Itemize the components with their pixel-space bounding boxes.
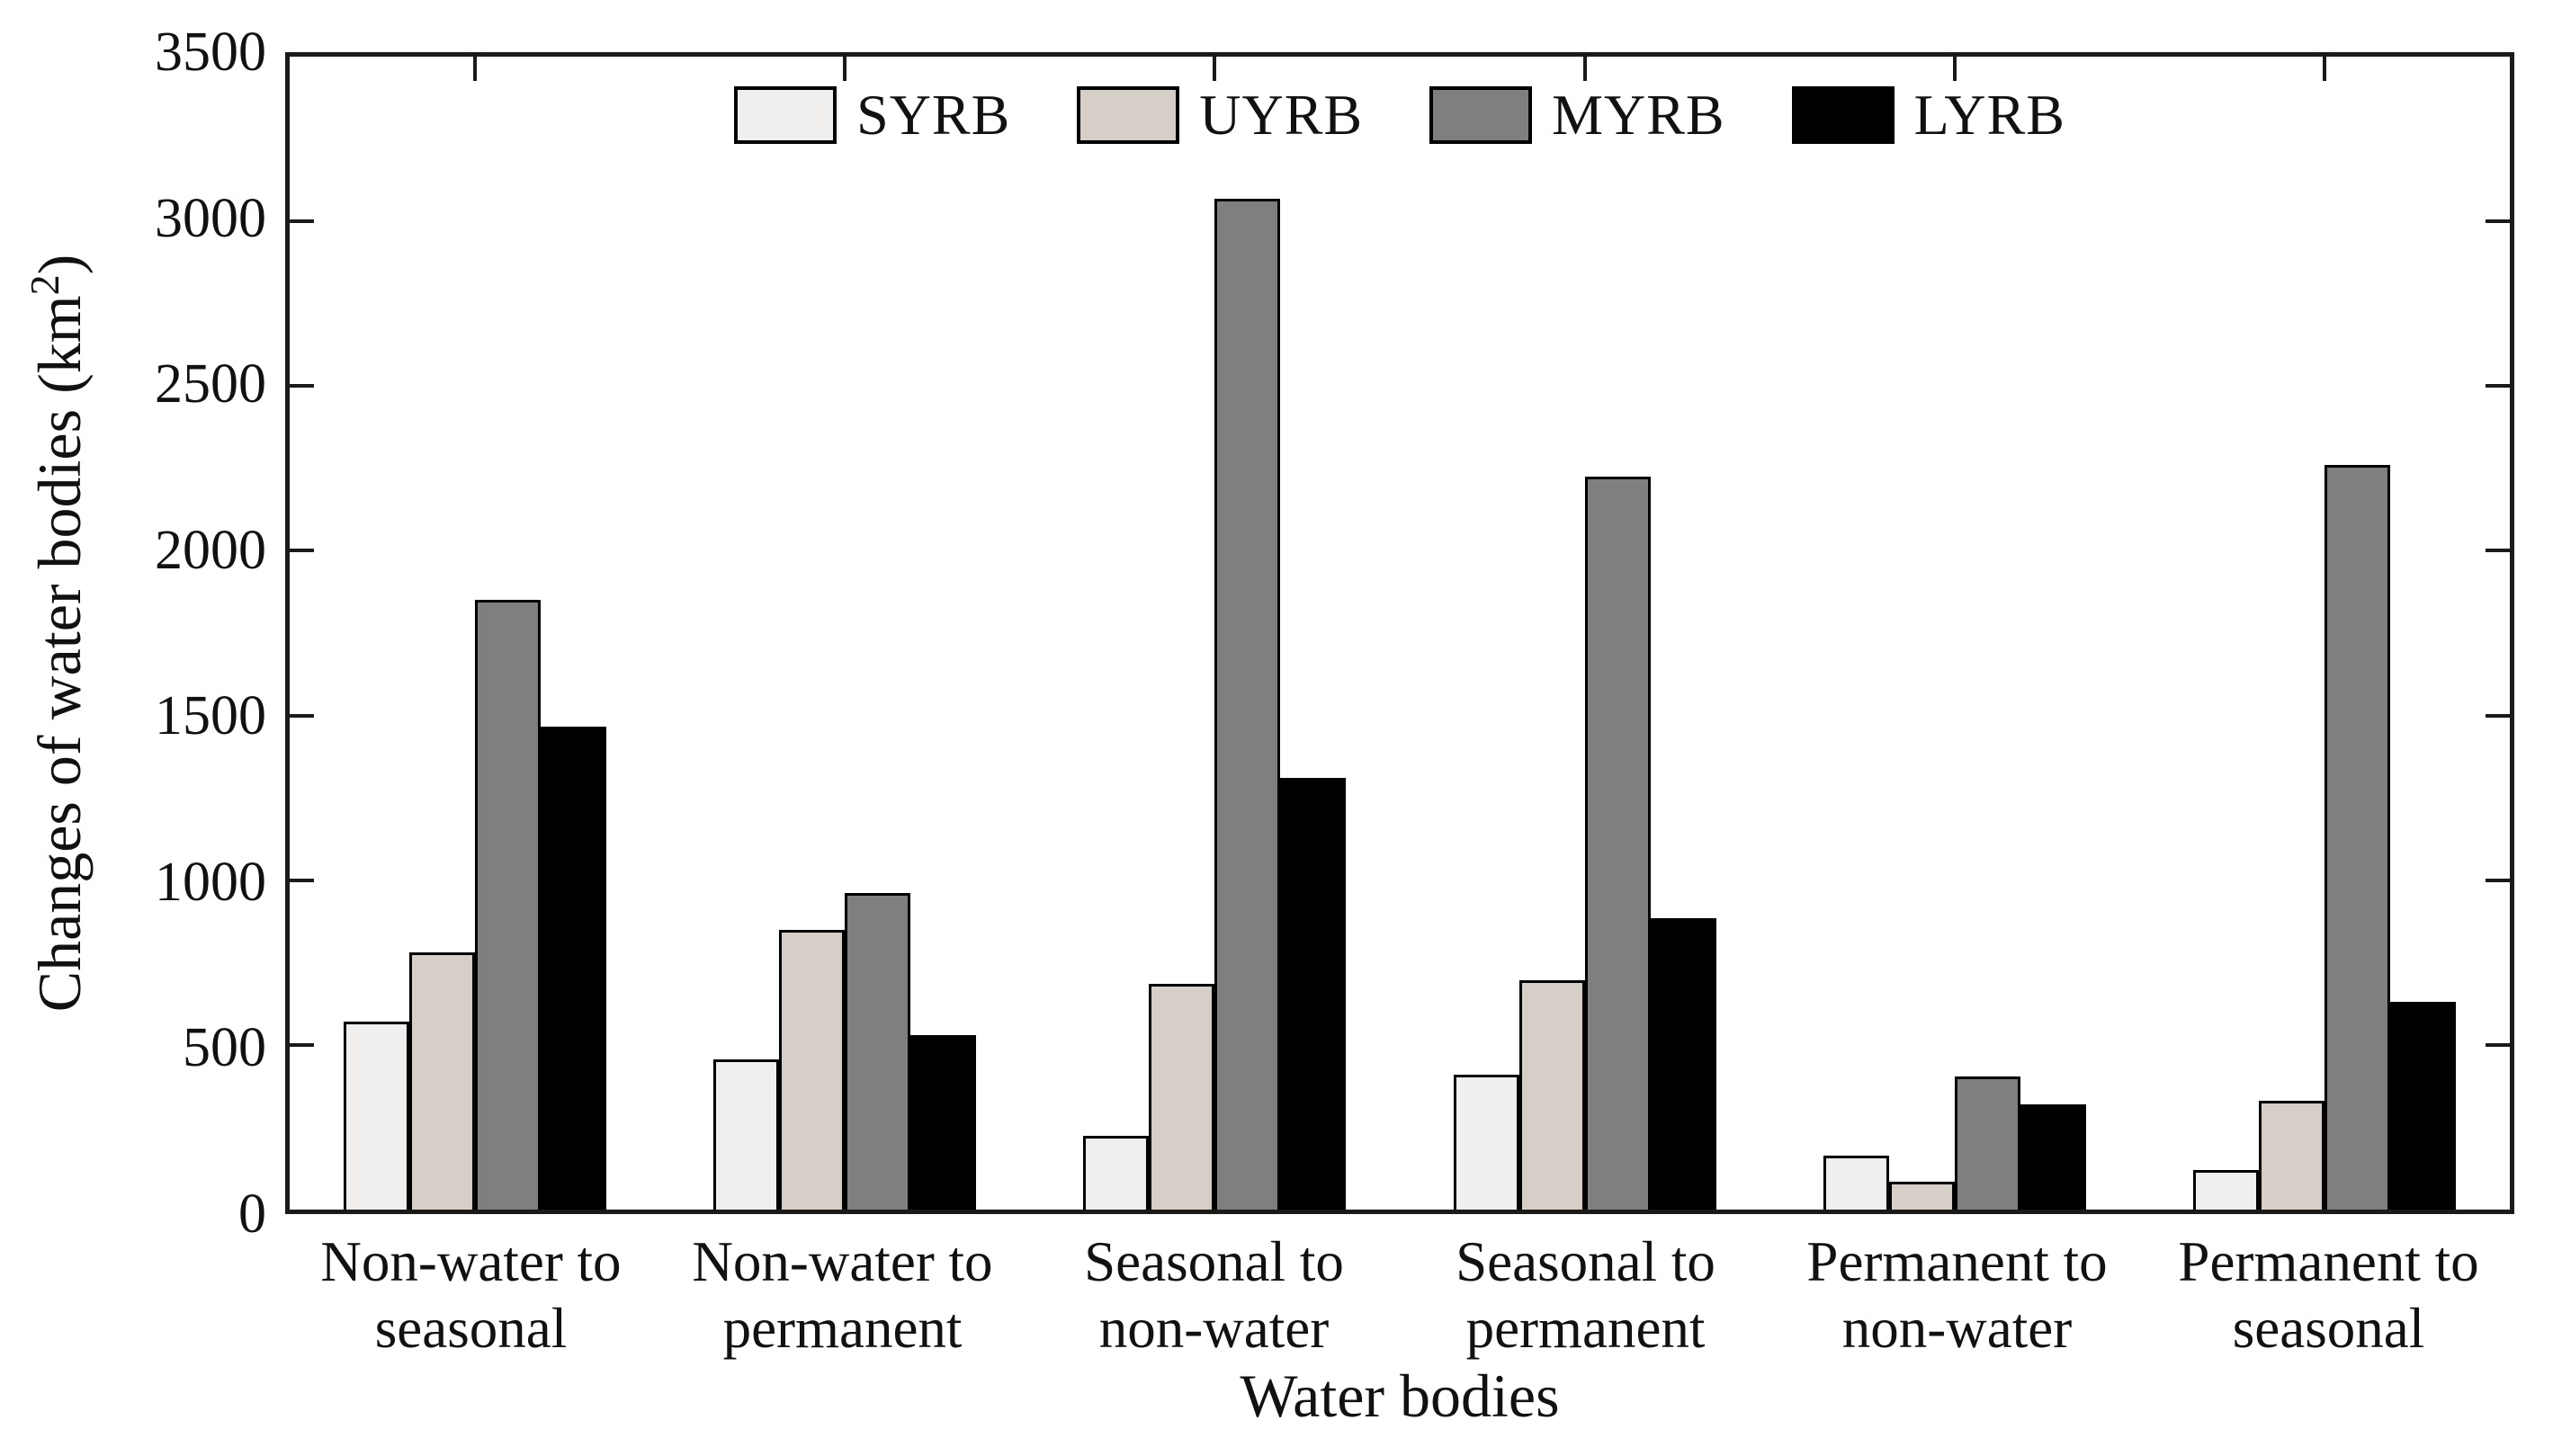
y-axis-title-suffix: ) — [24, 254, 94, 275]
bar-group — [1030, 57, 1400, 1210]
bar-group — [290, 57, 659, 1210]
x-category-label-line2: seasonal — [374, 1297, 568, 1360]
bar-uyrb — [1888, 1181, 1955, 1210]
bar-lyrb — [1280, 778, 1347, 1210]
x-category-label-line2: non-water — [1098, 1297, 1330, 1360]
x-category-label: Seasonal to non-water — [1028, 1228, 1400, 1362]
bar-lyrb — [2390, 1002, 2457, 1210]
legend-swatch-syrb — [734, 86, 838, 144]
bar-lyrb — [2020, 1103, 2087, 1210]
bar-lyrb — [540, 727, 606, 1210]
x-tick-mark — [1213, 57, 1217, 81]
x-category-label-line1: Non-water to — [692, 1230, 993, 1293]
y-tick-label: 2500 — [155, 353, 266, 415]
x-category-label: Seasonal to permanent — [1400, 1228, 1771, 1362]
y-tick-mark — [2486, 384, 2510, 389]
bar-syrb — [2193, 1170, 2260, 1210]
x-tick-mark — [1953, 57, 1957, 81]
bar-group — [1400, 57, 1769, 1210]
legend-item-myrb: MYRB — [1429, 86, 1725, 144]
plot-area — [285, 52, 2514, 1214]
bar-syrb — [712, 1059, 779, 1210]
y-tick-label: 3000 — [155, 187, 266, 249]
bar-cluster — [1453, 57, 1716, 1210]
legend-label-syrb: SYRB — [856, 83, 1011, 147]
legend-label-uyrb: UYRB — [1199, 83, 1364, 147]
bar-uyrb — [1518, 980, 1585, 1210]
y-tick-mark — [2486, 219, 2510, 224]
y-tick-mark — [2486, 1042, 2510, 1047]
bar-myrb — [845, 893, 911, 1210]
bar-cluster — [2193, 57, 2457, 1210]
legend-item-syrb: SYRB — [734, 86, 1010, 144]
bar-cluster — [712, 57, 977, 1210]
y-tick-mark — [290, 1042, 314, 1047]
legend-item-uyrb: UYRB — [1077, 86, 1363, 144]
bar-uyrb — [408, 952, 475, 1210]
y-tick-label: 3500 — [155, 22, 266, 83]
y-tick-mark — [2486, 549, 2510, 553]
x-tick-mark — [1582, 57, 1587, 81]
y-tick-label: 2000 — [155, 519, 266, 581]
bar-syrb — [343, 1022, 409, 1210]
y-tick-mark — [290, 878, 314, 882]
y-tick-label: 1000 — [155, 851, 266, 913]
bar-syrb — [1453, 1074, 1519, 1210]
bar-myrb — [1954, 1076, 2020, 1210]
x-category-label: Non-water to permanent — [657, 1228, 1028, 1362]
y-tick-label: 0 — [238, 1184, 266, 1245]
y-tick-mark — [2486, 878, 2510, 882]
x-category-label-line2: non-water — [1841, 1297, 2073, 1360]
bar-myrb — [2325, 465, 2391, 1210]
bar-groups — [290, 57, 2510, 1210]
x-category-label: Permanent to seasonal — [2143, 1228, 2514, 1362]
x-category-label: Non-water to seasonal — [285, 1228, 657, 1362]
bar-lyrb — [1650, 917, 1716, 1210]
x-category-label-line1: Seasonal to — [1084, 1230, 1344, 1293]
y-tick-mark — [290, 549, 314, 553]
y-tick-label: 1500 — [155, 685, 266, 747]
bar-group — [659, 57, 1029, 1210]
bar-myrb — [1584, 477, 1651, 1210]
x-category-label-line1: Permanent to — [2178, 1230, 2479, 1293]
legend-swatch-myrb — [1429, 86, 1533, 144]
legend-label-lyrb: LYRB — [1913, 83, 2065, 147]
bar-uyrb — [1149, 984, 1215, 1210]
y-tick-mark — [2486, 713, 2510, 718]
bar-lyrb — [910, 1034, 977, 1210]
legend: SYRB UYRB MYRB LYRB — [285, 86, 2514, 144]
y-tick-mark — [290, 219, 314, 224]
bar-cluster — [343, 57, 606, 1210]
x-category-label-line2: permanent — [722, 1297, 963, 1360]
bar-group — [1769, 57, 2139, 1210]
legend-label-myrb: MYRB — [1552, 83, 1725, 147]
x-category-label: Permanent to non-water — [1771, 1228, 2143, 1362]
y-axis-title-superscript: 2 — [22, 274, 68, 296]
bar-cluster — [1823, 57, 2087, 1210]
bar-myrb — [1214, 198, 1281, 1210]
x-category-label-line2: seasonal — [2232, 1297, 2425, 1360]
x-tick-mark — [843, 57, 847, 81]
x-tick-mark — [2323, 57, 2327, 81]
x-category-label-line2: permanent — [1465, 1297, 1706, 1360]
bar-uyrb — [778, 929, 845, 1210]
legend-swatch-uyrb — [1077, 86, 1180, 144]
bar-myrb — [474, 600, 541, 1210]
legend-swatch-lyrb — [1791, 86, 1895, 144]
bar-syrb — [1083, 1135, 1150, 1210]
bar-uyrb — [2259, 1101, 2325, 1210]
bar-cluster — [1083, 57, 1347, 1210]
x-category-label-line1: Permanent to — [1806, 1230, 2108, 1293]
y-tick-mark — [290, 384, 314, 389]
x-tick-mark — [472, 57, 477, 81]
y-tick-mark — [290, 713, 314, 718]
bar-syrb — [1823, 1155, 1889, 1210]
y-tick-label: 500 — [183, 1017, 266, 1079]
legend-item-lyrb: LYRB — [1791, 83, 2065, 147]
x-category-label-line1: Seasonal to — [1456, 1230, 1715, 1293]
x-axis-title: Water bodies — [1240, 1362, 1560, 1430]
bar-group — [2140, 57, 2510, 1210]
x-category-label-line1: Non-water to — [320, 1230, 622, 1293]
